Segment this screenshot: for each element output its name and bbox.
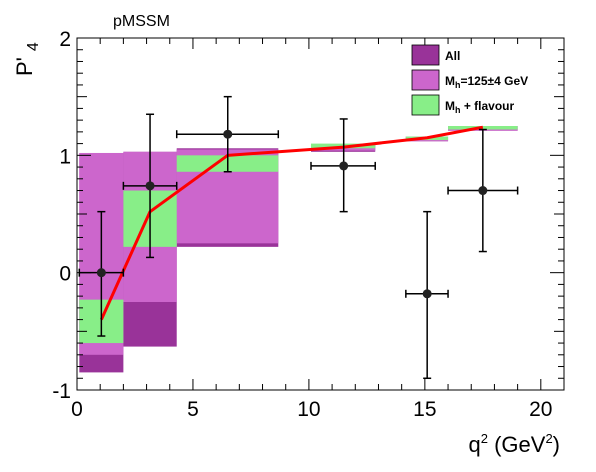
legend-label-all-main: All xyxy=(445,49,460,63)
legend-swatch-mh xyxy=(411,69,440,91)
x-tick-label-20: 20 xyxy=(529,398,552,421)
legend-label-all: All xyxy=(445,49,460,63)
legend-label-flav: Mh + flavour xyxy=(445,99,515,115)
x-axis-title-unit-close: ) xyxy=(553,432,560,457)
legend-swatch-flav xyxy=(411,94,440,116)
x-axis-title-sup: 2 xyxy=(481,431,488,446)
prediction-line-group xyxy=(99,125,484,321)
y-tick-label-1: 1 xyxy=(59,145,71,168)
chart-title: pMSSM xyxy=(113,13,170,30)
data-point-3 xyxy=(223,129,233,139)
x-axis-title: q2 (GeV2) xyxy=(468,431,560,457)
prediction-line xyxy=(99,125,484,321)
x-axis-title-main: q xyxy=(468,432,480,457)
y-tick-label-2: 2 xyxy=(59,28,71,51)
legend-label-flav-sub: h xyxy=(455,105,461,115)
x-tick-label-5: 5 xyxy=(187,398,199,421)
data-point-4 xyxy=(339,161,349,171)
x-axis-title-unit-open: (GeV xyxy=(488,432,546,457)
y-axis-title-sub: 4 xyxy=(25,42,42,51)
legend-label-mh-main: M xyxy=(445,74,455,88)
axis-ticks xyxy=(76,37,565,391)
x-tick-label-15: 15 xyxy=(413,398,436,421)
legend-swatch-all xyxy=(411,44,440,66)
y-tick-label-0: 0 xyxy=(59,263,71,286)
legend-label-flav-rest: + flavour xyxy=(461,99,515,113)
legend-label-mh-sub: h xyxy=(455,80,461,90)
data-point-6 xyxy=(478,186,488,196)
x-axis-title-unit-sup: 2 xyxy=(545,431,552,446)
y-axis-title: P' 4 xyxy=(12,42,42,76)
legend-label-mh: Mh=125±4 GeV xyxy=(445,74,528,90)
data-point-2 xyxy=(145,181,155,191)
legend-label-flav-main: M xyxy=(445,99,455,113)
y-axis-title-main: P' xyxy=(12,57,37,76)
data-point-1 xyxy=(96,268,106,278)
data-point-5 xyxy=(422,289,432,299)
legend-label-mh-rest: =125±4 GeV xyxy=(461,74,529,88)
x-tick-label-0: 0 xyxy=(71,398,83,421)
y-tick-label--1: -1 xyxy=(52,380,71,403)
measurement-group xyxy=(78,95,519,380)
x-tick-label-10: 10 xyxy=(297,398,320,421)
